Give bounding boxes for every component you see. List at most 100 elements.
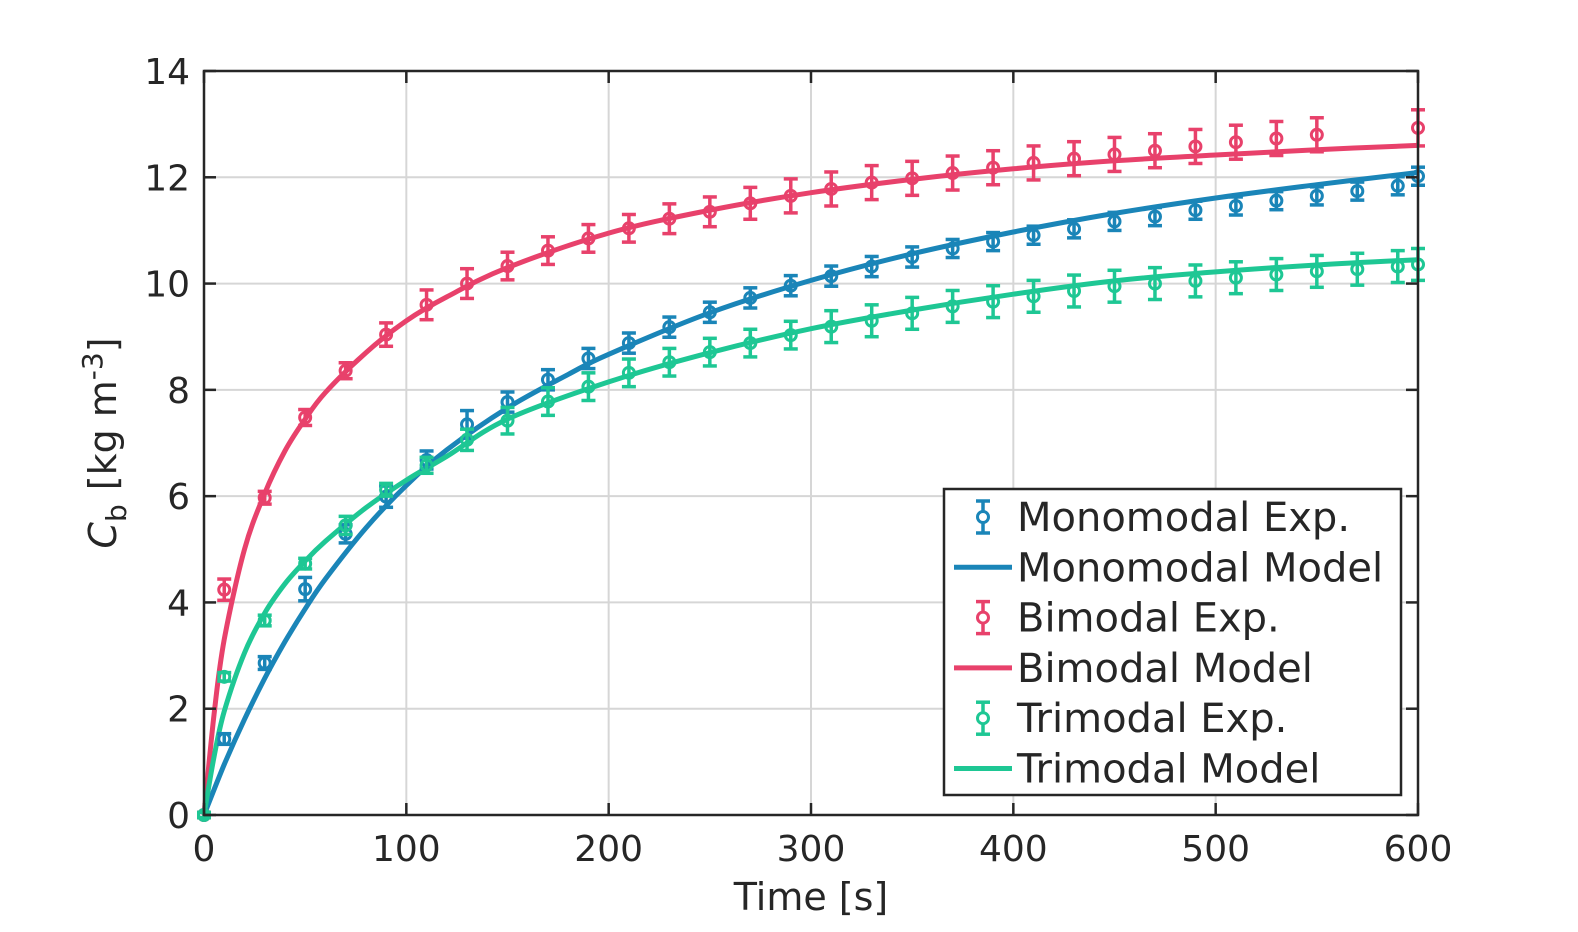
data-point [1067, 284, 1082, 299]
data-point [1026, 228, 1041, 243]
data-point [986, 234, 1001, 249]
data-point [1390, 259, 1405, 274]
data-point [1147, 143, 1162, 158]
data-point [581, 379, 596, 394]
y-tick-label: 2 [167, 690, 190, 731]
data-point [783, 278, 798, 293]
data-point [581, 351, 596, 366]
data-point [702, 204, 717, 219]
data-point [1188, 273, 1203, 288]
data-point [1228, 135, 1243, 150]
y-tick-label: 12 [144, 158, 190, 199]
data-point [864, 313, 879, 328]
tick-layer: 0 100 200 300 400 500 600 0 2 4 6 8 10 12 14 [144, 52, 1452, 870]
data-point [1026, 289, 1041, 304]
x-tick-label: 400 [979, 829, 1048, 870]
data-point [945, 299, 960, 314]
legend-label: Monomodal Model [1017, 545, 1383, 591]
series-points-bimodal-exp- [197, 108, 1425, 822]
legend-item-monomodal-model: Monomodal Model [954, 545, 1383, 591]
data-point [945, 241, 960, 256]
data-point [824, 319, 839, 334]
data-point [864, 175, 879, 190]
data-point [217, 669, 232, 684]
y-tick-label: 10 [144, 265, 190, 306]
data-point [621, 221, 636, 236]
y-axis-label-unit-prefix: [kg m [81, 380, 125, 490]
data-point [824, 269, 839, 284]
y-tick-label: 6 [167, 477, 190, 518]
legend-label: Bimodal Exp. [1017, 596, 1280, 642]
legend-box [942, 487, 1403, 797]
y-axis-label-unit-exponent: -3 [76, 352, 109, 380]
data-point [500, 413, 515, 428]
y-tick-label: 4 [167, 583, 190, 624]
data-point [581, 231, 596, 246]
data-point [217, 582, 232, 597]
data-point [298, 582, 313, 597]
legend-item-bimodal-exp-: Bimodal Exp. [976, 596, 1280, 642]
data-point [662, 355, 677, 370]
legend-label: Trimodal Exp. [1016, 696, 1287, 742]
data-point [743, 336, 758, 351]
data-point [500, 259, 515, 274]
data-point [1107, 214, 1122, 229]
data-point [743, 196, 758, 211]
y-axis-label-symbol: C [81, 522, 125, 549]
legend-item-bimodal-model: Bimodal Model [954, 646, 1313, 692]
data-point [621, 365, 636, 380]
data-point [662, 211, 677, 226]
data-point [257, 613, 272, 628]
x-tick-label: 300 [777, 829, 846, 870]
data-point [419, 297, 434, 312]
data-point [1309, 188, 1324, 203]
data-point [540, 243, 555, 258]
data-point [257, 656, 272, 671]
data-point [460, 276, 475, 291]
data-point [662, 320, 677, 335]
data-layer [197, 108, 1425, 822]
data-point [338, 363, 353, 378]
data-point [702, 345, 717, 360]
data-point [905, 250, 920, 264]
legend-label: Monomodal Exp. [1017, 495, 1350, 541]
data-point [1350, 184, 1365, 199]
data-point [986, 160, 1001, 175]
series-points-trimodal-exp- [197, 246, 1425, 822]
legend-item-trimodal-model: Trimodal Model [954, 747, 1320, 793]
label-layer: Time [s] Cb [kg m-3] [76, 337, 888, 919]
legend-item-monomodal-exp-: Monomodal Exp. [976, 495, 1350, 541]
x-tick-label: 100 [372, 829, 441, 870]
y-axis-label-subscript: b [100, 504, 133, 522]
data-point [1228, 198, 1243, 213]
data-point [1269, 131, 1284, 146]
data-point [702, 305, 717, 320]
legend-marker-swatch [976, 510, 990, 524]
legend-marker-swatch [976, 711, 990, 726]
y-tick-label: 14 [144, 52, 190, 93]
legend-item-trimodal-exp-: Trimodal Exp. [976, 696, 1287, 742]
data-point [298, 410, 313, 425]
data-point [1309, 264, 1324, 279]
data-point [945, 166, 960, 181]
legend-label: Bimodal Model [1017, 646, 1313, 692]
data-point [1269, 193, 1284, 208]
data-point [1228, 270, 1243, 285]
data-point [824, 181, 839, 196]
data-point [1350, 262, 1365, 277]
data-point [540, 372, 555, 387]
data-point [986, 294, 1001, 309]
x-tick-label: 500 [1181, 829, 1250, 870]
data-point [1107, 147, 1122, 162]
data-point [1067, 221, 1082, 236]
data-point [1269, 267, 1284, 282]
data-point [905, 171, 920, 186]
data-point [743, 290, 758, 305]
data-point [1147, 276, 1162, 291]
data-point [1147, 209, 1162, 224]
x-tick-label: 200 [574, 829, 643, 870]
data-point [783, 328, 798, 343]
x-tick-label: 600 [1384, 829, 1453, 870]
